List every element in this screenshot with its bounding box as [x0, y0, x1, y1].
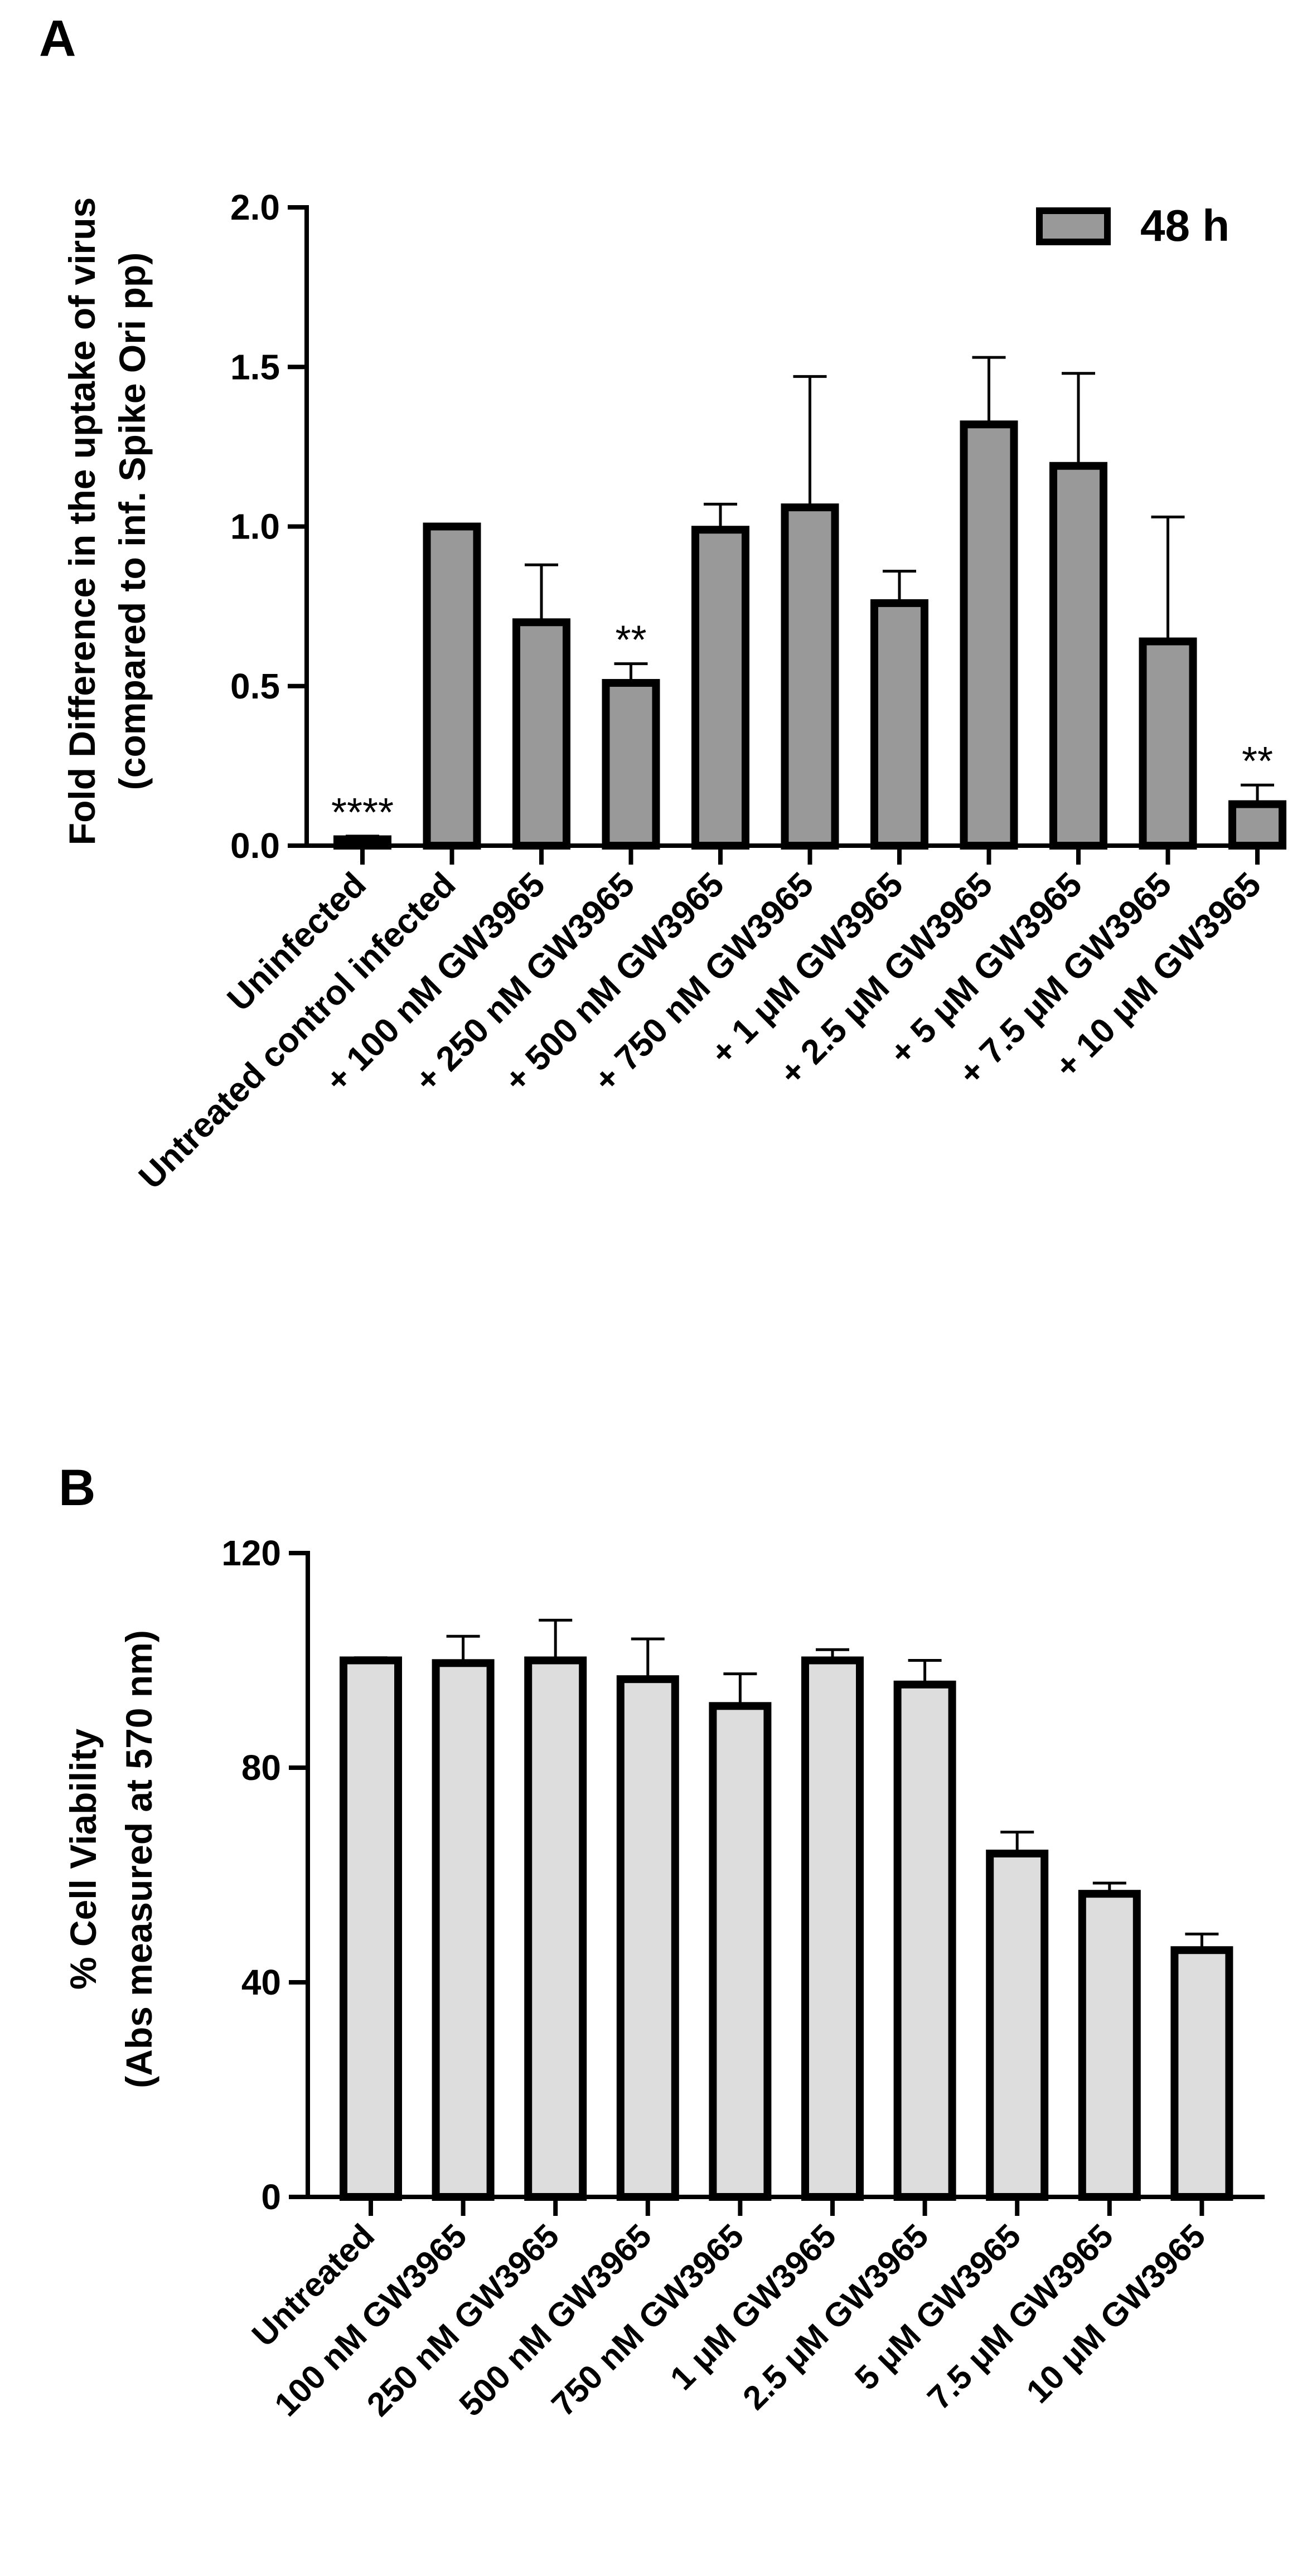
legend-a: 48 h: [1036, 201, 1230, 250]
y-tick-label: 0.0: [230, 826, 280, 866]
panel-label-a: A: [39, 10, 76, 67]
bar-9: [1049, 462, 1107, 850]
bar-4: [602, 679, 660, 850]
y-axis-label-a-line1: Fold Difference in the uptake of virus: [61, 197, 103, 846]
chart-a: A Fold Difference in the uptake of virus…: [39, 10, 1286, 1197]
y-axis-label-b-line2: (Abs measured at 570 nm): [118, 1630, 159, 2088]
bar-10: [1139, 637, 1197, 850]
bar-3: [524, 1656, 587, 2201]
bar-1: [333, 835, 391, 850]
significance-label: **: [615, 618, 646, 663]
bar-2: [432, 1659, 495, 2201]
bar-6: [801, 1656, 864, 2201]
legend-swatch-a: [1036, 207, 1111, 245]
y-axis-label-b-line1: % Cell Viability: [62, 1729, 104, 1990]
y-axis-label-a-line2: (compared to inf. Spike Ori pp): [112, 253, 153, 790]
bar-8: [960, 420, 1018, 850]
bar-2: [423, 522, 481, 850]
bar-5: [709, 1702, 772, 2201]
bar-9: [1078, 1890, 1141, 2201]
y-tick-label: 120: [221, 1533, 281, 1573]
x-tick-label: 5 μM GW3965: [848, 2217, 1028, 2397]
bar-10: [1170, 1946, 1233, 2201]
x-tick-label: 1 μM GW3965: [663, 2217, 843, 2397]
y-tick-label: 1.5: [230, 347, 280, 387]
y-tick-label: 0.5: [230, 666, 280, 706]
y-tick-label: 40: [241, 1962, 281, 2002]
bar-1: [340, 1656, 402, 2201]
bar-4: [616, 1675, 679, 2201]
bar-11: [1228, 800, 1286, 850]
bar-7: [893, 1680, 956, 2201]
significance-label: **: [1242, 739, 1273, 784]
panel-label-b: B: [59, 1459, 95, 1516]
y-tick-label: 2.0: [230, 187, 280, 227]
legend-label-a: 48 h: [1140, 201, 1230, 250]
bar-5: [691, 526, 749, 850]
y-tick-label: 80: [241, 1748, 281, 1788]
significance-label: ****: [331, 790, 394, 835]
bar-7: [870, 599, 928, 850]
chart-b: B % Cell Viability (Abs measured at 570 …: [59, 1459, 1265, 2423]
bar-3: [512, 618, 570, 850]
bar-8: [986, 1850, 1049, 2201]
y-tick-label: 1.0: [230, 507, 280, 547]
bar-6: [781, 503, 839, 850]
y-tick-label: 0: [261, 2177, 281, 2217]
